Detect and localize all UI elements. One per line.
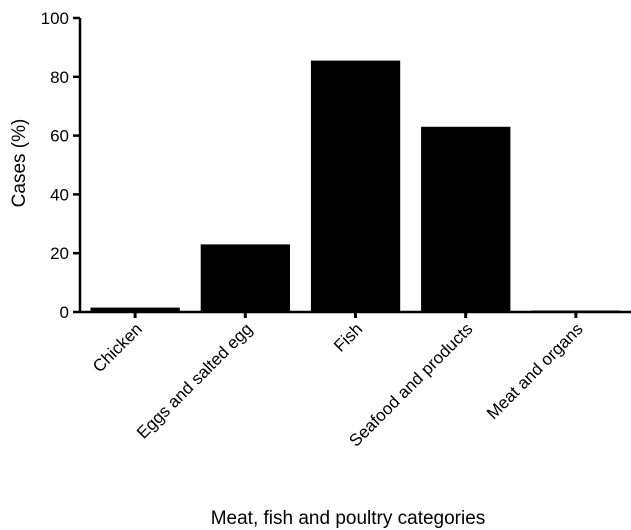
x-tick-label: Eggs and salted egg — [133, 319, 256, 442]
y-tick-label: 100 — [41, 9, 69, 28]
y-tick-label: 0 — [60, 303, 69, 322]
bar-1 — [200, 244, 290, 312]
bars-group — [90, 60, 621, 312]
bar-2 — [310, 60, 401, 312]
bar-3 — [421, 126, 511, 312]
y-axis: 0 20 40 60 80 100 — [41, 9, 82, 322]
x-tick-label: Meat and organs — [483, 319, 587, 423]
y-tick-label: 40 — [50, 185, 69, 204]
x-tick-label: Chicken — [89, 319, 146, 376]
y-tick-label: 20 — [50, 244, 69, 263]
y-tick-label: 60 — [50, 127, 69, 146]
x-axis-title: Meat, fish and poultry categories — [211, 508, 486, 529]
x-tick-label: Fish — [330, 319, 366, 355]
x-tick-label: Seafood and products — [345, 319, 476, 450]
y-axis-title: Cases (%) — [9, 119, 30, 208]
bar-0 — [90, 307, 180, 312]
y-tick-label: 80 — [50, 68, 69, 87]
